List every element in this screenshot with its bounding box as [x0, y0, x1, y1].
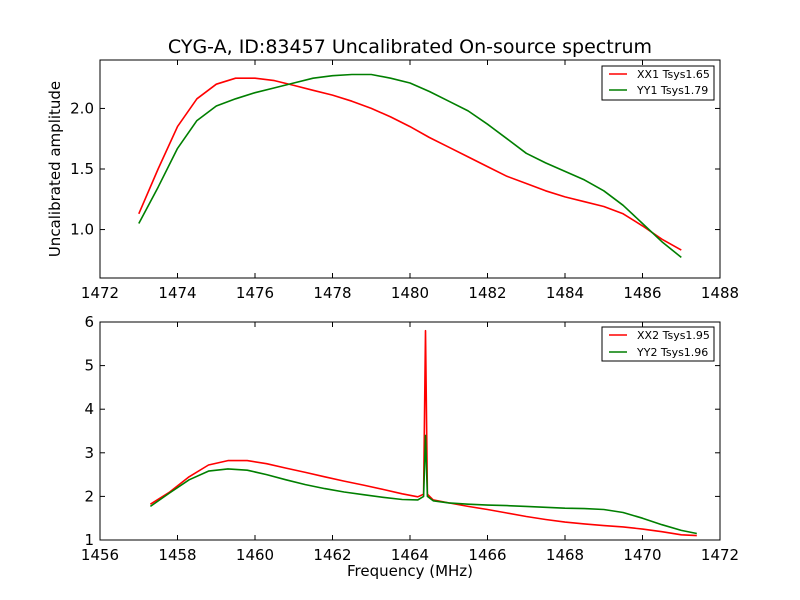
bottom-y-tick-label: 1 [84, 531, 94, 549]
top-x-tick-label: 1480 [391, 284, 429, 302]
bottom-y-tick-label: 3 [84, 444, 94, 462]
top-legend-label-yy1: YY1 Tsys1.79 [636, 84, 708, 97]
top-series-layer [138, 73, 682, 259]
bottom-legend-label-yy2: YY2 Tsys1.96 [636, 346, 708, 359]
bottom-x-tick-label: 1472 [701, 546, 739, 564]
top-spectrum-panel: 1472 1474 1476 1478 1480 1482 1484 1486 1488 1.0 1… [46, 59, 739, 302]
top-y-axis-label: Uncalibrated amplitude [46, 81, 64, 257]
bottom-x-tick-label: 1464 [391, 546, 429, 564]
top-x-tick-label: 1472 [81, 284, 119, 302]
top-x-tick-label: 1474 [158, 284, 196, 302]
bottom-y-tick-label: 4 [84, 400, 94, 418]
bottom-axis-ticks: 1456 1458 1460 1462 1464 1466 1468 1470 1472 1 2 3 4… [81, 313, 739, 564]
bottom-x-tick-label: 1456 [81, 546, 119, 564]
bottom-series-line-0 [149, 329, 697, 537]
bottom-series-layer [149, 329, 697, 537]
top-x-tick-label: 1486 [623, 284, 661, 302]
bottom-y-tick-label: 6 [84, 313, 94, 331]
top-series-line-0 [138, 77, 682, 251]
bottom-x-tick-label: 1462 [313, 546, 351, 564]
bottom-x-tick-label: 1466 [468, 546, 506, 564]
chart-title: CYG-A, ID:83457 Uncalibrated On-source s… [168, 36, 652, 58]
bottom-x-tick-label: 1470 [623, 546, 661, 564]
top-y-tick-label: 1.0 [70, 221, 94, 239]
bottom-x-tick-label: 1460 [236, 546, 274, 564]
top-series-line-1 [138, 73, 682, 259]
top-legend-label-xx1: XX1 Tsys1.65 [637, 68, 710, 81]
bottom-legend-label-xx2: XX2 Tsys1.95 [637, 329, 710, 342]
bottom-x-axis-label: Frequency (MHz) [347, 562, 473, 580]
top-x-tick-label: 1488 [701, 284, 739, 302]
top-x-tick-label: 1482 [468, 284, 506, 302]
bottom-y-tick-label: 2 [84, 487, 94, 505]
top-legend-box [601, 65, 715, 101]
bottom-spectrum-panel: 1456 1458 1460 1462 1464 1466 1468 1470 1472 1 2 3 4… [81, 313, 739, 580]
top-x-tick-label: 1484 [546, 284, 584, 302]
bottom-legend-box [601, 326, 715, 362]
top-y-tick-label: 2.0 [70, 99, 94, 117]
bottom-legend: XX2 Tsys1.95 YY2 Tsys1.96 [601, 326, 715, 362]
top-y-tick-label: 1.5 [70, 160, 94, 178]
bottom-y-tick-label: 5 [84, 357, 94, 375]
top-x-tick-label: 1476 [236, 284, 274, 302]
bottom-series-line-1 [149, 434, 697, 535]
top-x-tick-label: 1478 [313, 284, 351, 302]
top-axis-ticks: 1472 1474 1476 1478 1480 1482 1484 1486 1488 1.0 1… [70, 60, 739, 302]
top-legend: XX1 Tsys1.65 YY1 Tsys1.79 [601, 65, 715, 101]
bottom-x-tick-label: 1468 [546, 546, 584, 564]
bottom-x-tick-label: 1458 [158, 546, 196, 564]
